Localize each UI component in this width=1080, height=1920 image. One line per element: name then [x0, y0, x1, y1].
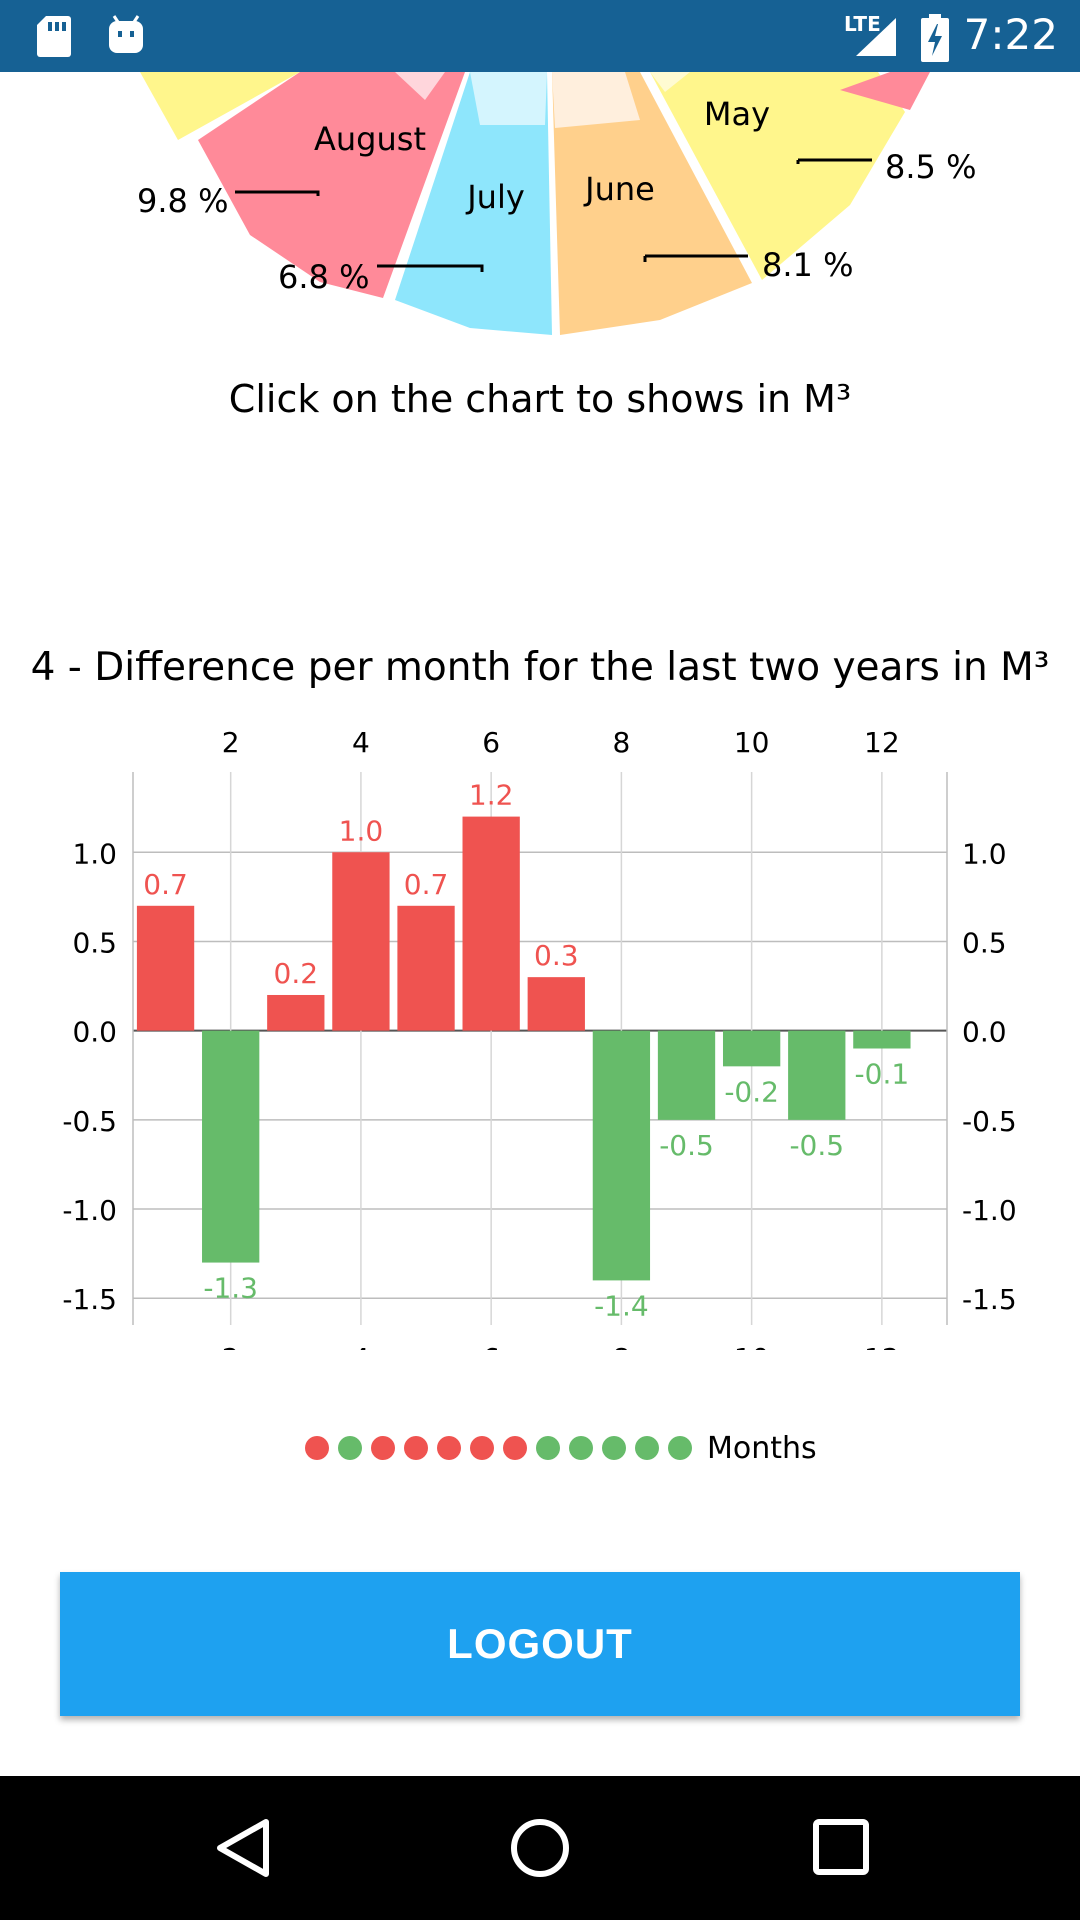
bar-month-5[interactable] — [397, 905, 455, 1031]
bar-data-label: 0.7 — [143, 868, 188, 901]
y-tick-label-left: -0.5 — [62, 1105, 117, 1138]
status-bar: LTE 7:22 — [0, 0, 1080, 72]
x-tick-label-bottom: 8 — [612, 1342, 630, 1350]
legend-dot — [668, 1436, 692, 1460]
y-tick-label-right: 0.0 — [962, 1016, 1007, 1049]
pie-slice-may[interactable] — [650, 72, 905, 280]
legend-dot — [437, 1436, 461, 1460]
bar-month-12[interactable] — [853, 1030, 911, 1049]
y-tick-label-right: 1.0 — [962, 837, 1007, 870]
chart-data-labels: 0.7 -1.3 0.2 1.0 0.7 1.2 0.3 -1.4 -0.5 -0.2 -0.5 -0… — [143, 779, 909, 1323]
bar-month-8[interactable] — [592, 1030, 651, 1281]
bar-month-10[interactable] — [722, 1030, 781, 1067]
legend-dot — [569, 1436, 593, 1460]
x-tick-label-top: 8 — [612, 726, 630, 759]
bar-data-label: -1.4 — [594, 1289, 649, 1322]
bar-month-9[interactable] — [657, 1030, 716, 1120]
x-tick-label-bottom: 12 — [864, 1342, 900, 1350]
pie-value-may: 8.5 % — [885, 148, 976, 186]
x-tick-label-top: 10 — [734, 726, 770, 759]
x-tick-label-top: 6 — [482, 726, 500, 759]
pie-slice-july[interactable] — [395, 72, 552, 335]
bar-month-3[interactable] — [267, 994, 325, 1031]
pie-label-july: July — [465, 178, 525, 216]
y-tick-label-right: -1.5 — [962, 1283, 1017, 1316]
pie-slice-top-right[interactable] — [840, 72, 930, 110]
network-type-label: LTE — [844, 12, 881, 36]
pie-slice-august[interactable] — [198, 72, 465, 298]
battery-charging-icon — [921, 14, 949, 62]
x-tick-label-bottom: 6 — [482, 1342, 500, 1350]
bar-data-label: -0.1 — [855, 1058, 910, 1091]
bar-month-11[interactable] — [788, 1030, 846, 1120]
pie-label-may: May — [704, 95, 770, 133]
bar-month-6[interactable] — [462, 816, 520, 1031]
bar-data-label: 0.2 — [274, 957, 319, 990]
bar-data-label: -0.5 — [659, 1129, 714, 1162]
legend-dot — [371, 1436, 395, 1460]
pie-label-august: August — [314, 120, 426, 158]
y-tick-label-right: -0.5 — [962, 1105, 1017, 1138]
signal-icon — [856, 18, 896, 56]
legend-dot — [305, 1436, 329, 1460]
pie-chart[interactable]: August July June May 9.8 % 6.8 % 8.1 % 8… — [0, 72, 1080, 352]
x-tick-label-top: 12 — [864, 726, 900, 759]
status-time: 7:22 — [963, 10, 1058, 59]
x-tick-label-top: 2 — [222, 726, 240, 759]
bar-chart-title: 4 - Difference per month for the last tw… — [30, 645, 1050, 690]
y-tick-label-left: -1.5 — [62, 1283, 117, 1316]
y-tick-label-left: 0.0 — [72, 1016, 117, 1049]
android-debug-icon — [109, 15, 143, 53]
y-tick-label-left: 1.0 — [72, 837, 117, 870]
logout-button[interactable]: LOGOUT — [60, 1572, 1020, 1716]
pie-value-august: 9.8 % — [137, 182, 228, 220]
bar-month-2[interactable] — [202, 1030, 260, 1263]
bar-data-label: 1.0 — [339, 814, 384, 847]
legend-label: Months — [707, 1431, 817, 1466]
y-tick-label-right: 0.5 — [962, 926, 1007, 959]
navigation-bar — [0, 1776, 1080, 1920]
bar-month-4[interactable] — [332, 852, 390, 1031]
y-tick-label-right: -1.0 — [962, 1194, 1017, 1227]
home-icon[interactable] — [508, 1816, 572, 1880]
pie-slice-june[interactable] — [552, 72, 752, 335]
bar-month-7[interactable] — [527, 977, 585, 1031]
recents-icon[interactable] — [810, 1816, 872, 1878]
y-tick-label-left: -1.0 — [62, 1194, 117, 1227]
bar-data-label: 0.7 — [404, 868, 449, 901]
legend-dot — [602, 1436, 626, 1460]
pie-chart-caption: Click on the chart to shows in M³ — [228, 377, 852, 421]
bar-month-1[interactable] — [136, 905, 195, 1031]
legend-dot — [404, 1436, 428, 1460]
chart-axes: 1.0 1.0 0.5 0.5 0.0 0.0 -0.5 -0.5 -1.0 -1.0 -1.5 -1… — [62, 726, 1016, 1350]
bar-data-label: -1.3 — [203, 1272, 258, 1305]
pie-value-july: 6.8 % — [278, 258, 369, 296]
y-tick-label-left: 0.5 — [72, 926, 117, 959]
legend-dot — [536, 1436, 560, 1460]
legend-dot — [338, 1436, 362, 1460]
bar-data-label: -0.5 — [789, 1129, 844, 1162]
bar-data-label: 1.2 — [469, 779, 514, 812]
pie-value-june: 8.1 % — [762, 246, 853, 284]
pie-slice-top-left[interactable] — [140, 72, 300, 140]
legend-dot — [635, 1436, 659, 1460]
legend-dot — [503, 1436, 527, 1460]
x-tick-label-bottom: 4 — [352, 1342, 370, 1350]
chart-legend: Months — [0, 1428, 1080, 1468]
bar-data-label: 0.3 — [534, 939, 579, 972]
bar-chart[interactable]: 0.7 -1.3 0.2 1.0 0.7 1.2 0.3 -1.4 -0.5 -0.2 -0.5 -0… — [0, 710, 1080, 1350]
x-tick-label-bottom: 10 — [734, 1342, 770, 1350]
sd-card-icon — [37, 16, 71, 57]
chart-bars[interactable] — [136, 816, 911, 1281]
x-tick-label-top: 4 — [352, 726, 370, 759]
legend-dot — [470, 1436, 494, 1460]
x-tick-label-bottom: 2 — [222, 1342, 240, 1350]
pie-label-june: June — [583, 170, 655, 208]
bar-data-label: -0.2 — [724, 1075, 779, 1108]
back-icon[interactable] — [210, 1816, 280, 1880]
